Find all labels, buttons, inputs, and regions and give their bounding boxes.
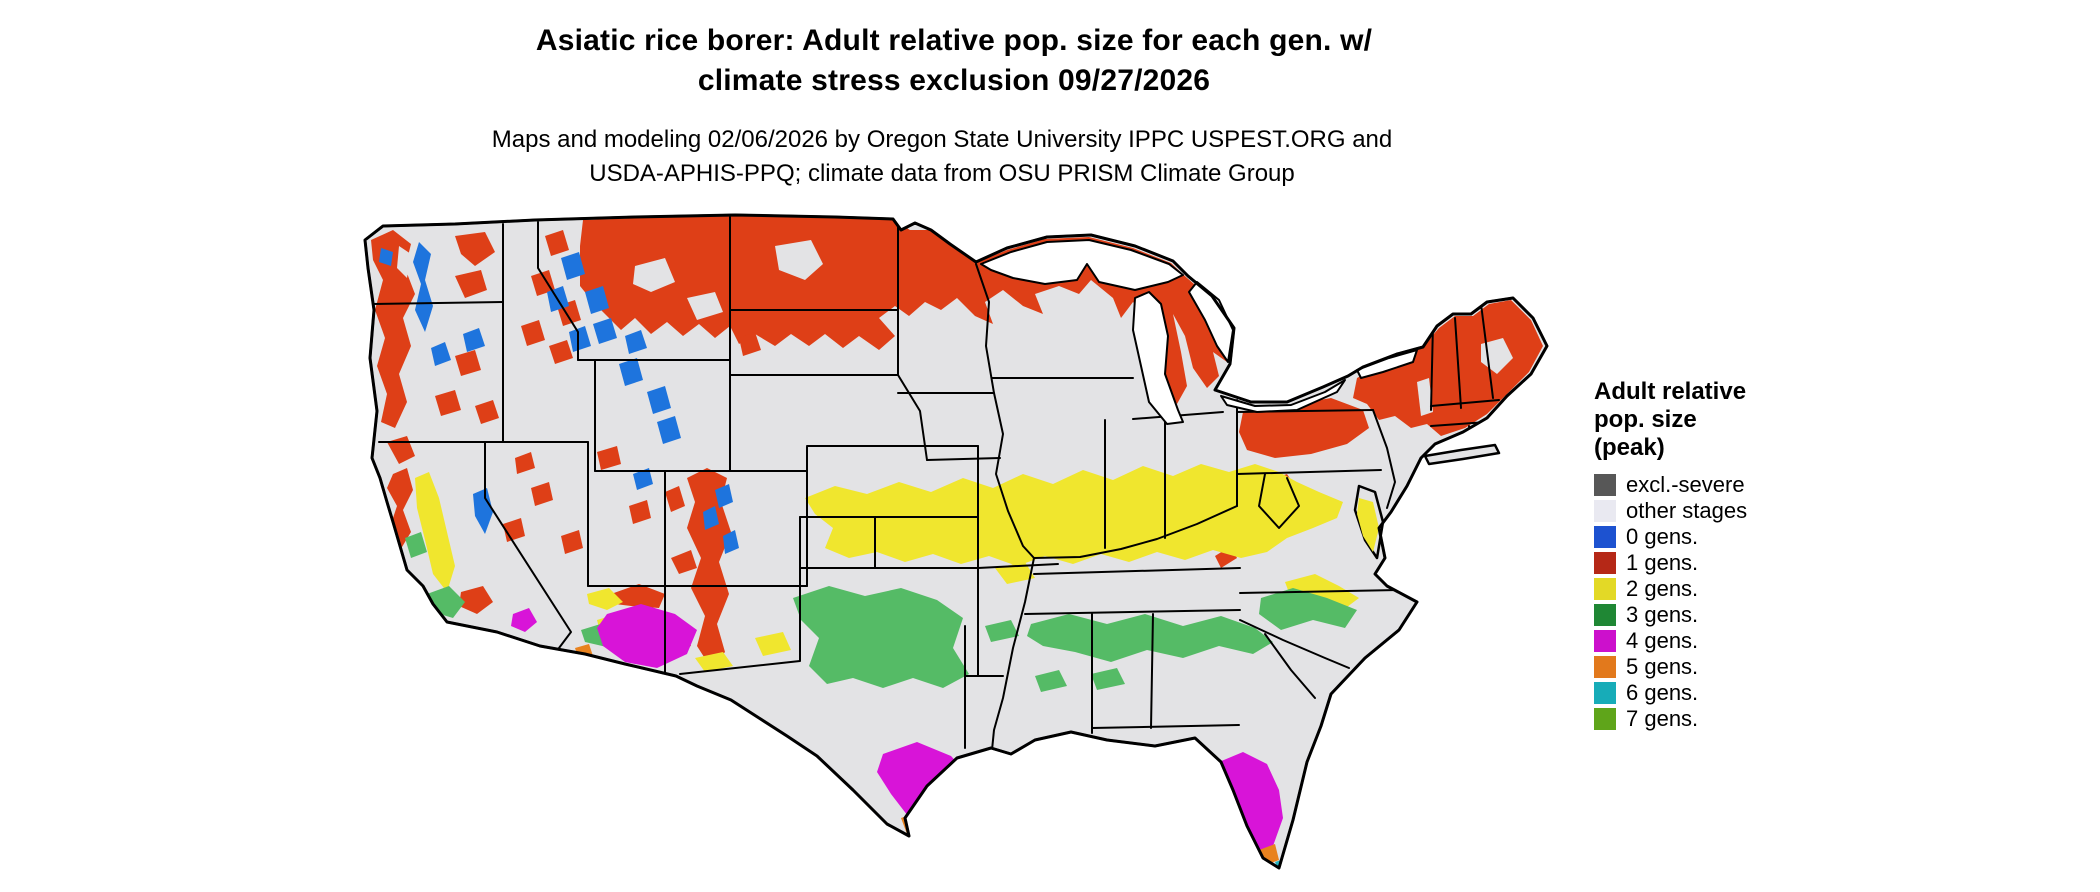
legend-swatch-7-gens [1594, 708, 1616, 730]
map-title-line1: Asiatic rice borer: Adult relative pop. … [535, 24, 1373, 57]
legend-swatch-other-stages [1594, 500, 1616, 522]
legend-swatch-1-gens [1594, 552, 1616, 574]
legend-row: other stages [1594, 500, 1864, 522]
legend-label: 1 gens. [1626, 550, 1699, 575]
lake-huron [1188, 281, 1234, 363]
legend-row: 2 gens. [1594, 578, 1864, 600]
legend-title: Adult relative pop. size (peak) [1594, 378, 1864, 462]
legend-row: excl.-severe [1594, 474, 1864, 496]
legend-row: 1 gens. [1594, 552, 1864, 574]
overlay-gray-gaps [397, 240, 1513, 416]
legend-label: 6 gens. [1626, 680, 1699, 705]
legend-label: 0 gens. [1626, 524, 1699, 549]
overlay-2gen-yellow [415, 464, 1379, 672]
legend-title-line3: (peak) [1594, 434, 1665, 461]
legend-swatch-5-gens [1594, 656, 1616, 678]
legend-label: other stages [1626, 498, 1748, 523]
legend-swatch-excl-severe [1594, 474, 1616, 496]
long-island [1423, 443, 1501, 466]
state-borders [370, 216, 1500, 751]
lake-michigan [1132, 291, 1184, 425]
legend-label: 3 gens. [1626, 602, 1699, 627]
lake-superior [980, 239, 1184, 291]
legend-row: 0 gens. [1594, 526, 1864, 548]
lake-erie [1220, 379, 1346, 413]
legend-swatch-4-gens [1594, 630, 1616, 652]
overlay-0gen-blue [379, 242, 739, 554]
legend-swatch-3-gens [1594, 604, 1616, 626]
legend-row: 5 gens. [1594, 656, 1864, 678]
legend-swatch-0-gens [1594, 526, 1616, 548]
legend-row: 6 gens. [1594, 682, 1864, 704]
us-map [335, 206, 1554, 883]
map-title-line2: climate stress exclusion 09/27/2026 [697, 64, 1211, 97]
great-lakes [980, 239, 1418, 425]
legend-label: excl.-severe [1626, 472, 1745, 497]
legend-row: 3 gens. [1594, 604, 1864, 626]
legend-title-line1: Adult relative [1594, 378, 1747, 405]
legend-rows: excl.-severe other stages 0 gens. 1 gens… [1594, 474, 1864, 730]
legend-row: 7 gens. [1594, 708, 1864, 730]
map-subtitle-line2: USDA-APHIS-PPQ; climate data from OSU PR… [589, 160, 1295, 187]
legend-label: 7 gens. [1626, 706, 1699, 731]
legend-swatch-6-gens [1594, 682, 1616, 704]
legend-row: 4 gens. [1594, 630, 1864, 652]
legend-label: 2 gens. [1626, 576, 1699, 601]
us-map-svg [363, 213, 1549, 870]
legend: Adult relative pop. size (peak) excl.-se… [1594, 378, 1864, 734]
legend-swatch-2-gens [1594, 578, 1616, 600]
legend-label: 5 gens. [1626, 654, 1699, 679]
legend-label: 4 gens. [1626, 628, 1699, 653]
us-outline-stroke [363, 213, 1549, 870]
legend-title-line2: pop. size [1594, 406, 1697, 433]
map-subtitle-line1: Maps and modeling 02/06/2026 by Oregon S… [491, 126, 1393, 153]
